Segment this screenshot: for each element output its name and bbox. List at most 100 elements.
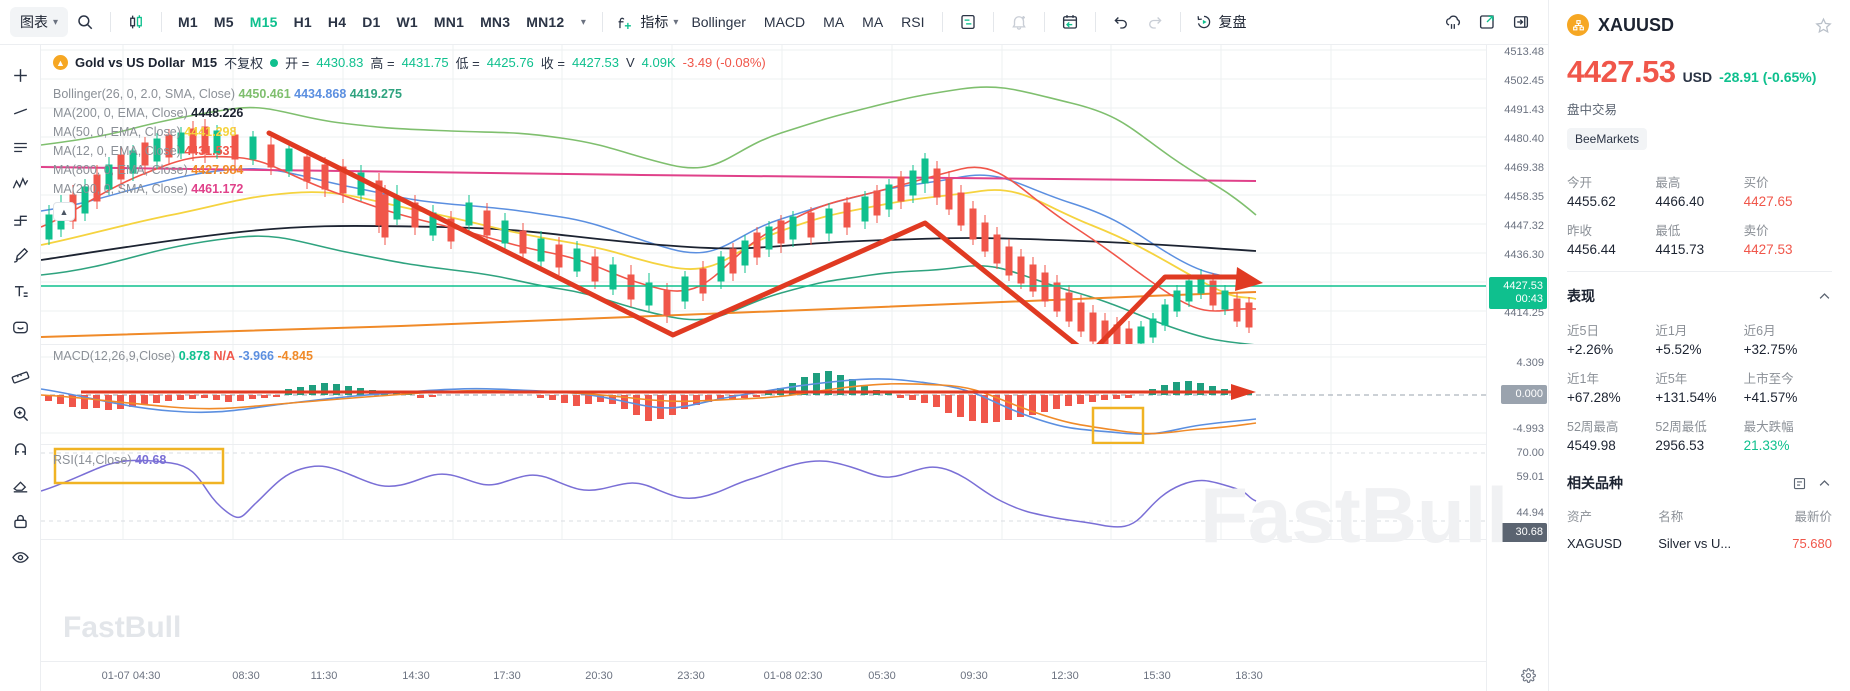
- timeframe-m1[interactable]: M1: [178, 14, 198, 30]
- low-key: 低 =: [455, 56, 480, 71]
- candlestick-icon[interactable]: [119, 7, 153, 37]
- divider: [1043, 12, 1045, 32]
- watermark-left: FastBull: [63, 611, 182, 644]
- legend-ma200-ema[interactable]: MA(200, 0, EMA, Close) 4448.226: [53, 106, 243, 120]
- rsi-pane[interactable]: RSI(14,Close) 40.68: [41, 445, 1548, 540]
- list-view-icon[interactable]: [1792, 476, 1807, 491]
- performance-collapse-chevron-up-icon[interactable]: [1817, 289, 1832, 304]
- symbol-ticker[interactable]: XAUUSD: [1598, 14, 1675, 35]
- symbol-name[interactable]: Gold vs US Dollar: [75, 55, 185, 70]
- timeframe-h4[interactable]: H4: [327, 14, 347, 30]
- indicator-chip-ma-1[interactable]: MA: [823, 14, 845, 30]
- smiley-icon[interactable]: [4, 311, 36, 343]
- legend-bollinger[interactable]: Bollinger(26, 0, 2.0, SMA, Close) 4450.4…: [53, 87, 402, 101]
- related-name: Silver vs U...: [1658, 536, 1732, 551]
- related-price: 75.680: [1792, 536, 1832, 551]
- indicator-chip-macd[interactable]: MACD: [763, 14, 806, 30]
- quote-key: 最低: [1655, 224, 1681, 238]
- quote-key: 昨收: [1567, 224, 1593, 238]
- favorite-star-icon[interactable]: [1815, 17, 1832, 34]
- alarm-icon[interactable]: [1002, 7, 1036, 37]
- legend-ma12-ema[interactable]: MA(12, 0, EMA, Close) 4431.537: [53, 144, 236, 158]
- redo-icon[interactable]: [1138, 7, 1172, 37]
- related-col-price: 最新价: [1794, 510, 1832, 524]
- search-icon[interactable]: [68, 7, 102, 37]
- macd-axis-label: -4.993: [1512, 423, 1544, 435]
- perf-value: +131.54%: [1655, 390, 1717, 405]
- wave-icon[interactable]: [4, 167, 36, 199]
- crosshair-plus-icon[interactable]: [4, 59, 36, 91]
- chart-canvas-region[interactable]: FastBull: [41, 45, 1548, 691]
- undo-icon[interactable]: [1104, 7, 1138, 37]
- indicator-chip-ma-2[interactable]: MA: [862, 14, 884, 30]
- indicators-button[interactable]: + 指标 ▾: [611, 12, 682, 33]
- header-timeframe: M15: [191, 55, 218, 70]
- legend-macd[interactable]: MACD(12,26,9,Close) 0.878 N/A -3.966 -4.…: [53, 349, 313, 363]
- table-row[interactable]: XAGUSD Silver vs U... 75.680: [1567, 536, 1832, 551]
- price-pane[interactable]: ▲ Gold vs US Dollar M15 不复权 开 = 4430.83 …: [41, 45, 1548, 345]
- open-value: 4430.83: [316, 55, 364, 70]
- collapse-legend-button[interactable]: ▲: [53, 202, 75, 221]
- ruler-icon[interactable]: [4, 361, 36, 393]
- time-axis[interactable]: 01-07 04:30 08:30 11:30 14:30 17:30 20:3…: [41, 661, 1486, 691]
- external-link-icon[interactable]: [1470, 7, 1504, 37]
- timeframe-w1[interactable]: W1: [396, 14, 418, 30]
- macd-pane[interactable]: MACD(12,26,9,Close) 0.878 N/A -3.966 -4.…: [41, 345, 1548, 445]
- chart-menu-button[interactable]: 图表 ▾: [10, 7, 69, 37]
- legend-ma50-ema[interactable]: MA(50, 0, EMA, Close) 4441.298: [53, 125, 236, 139]
- brush-icon[interactable]: [4, 239, 36, 271]
- related-col-name: 名称: [1658, 510, 1684, 524]
- quote-value: 4455.62: [1567, 194, 1616, 209]
- timeframe-d1[interactable]: D1: [362, 14, 381, 30]
- performance-section-header[interactable]: 表现: [1567, 286, 1832, 306]
- indicator-chip-rsi[interactable]: RSI: [901, 14, 925, 30]
- price-axis-label: 4436.30: [1504, 249, 1544, 261]
- indicator-chip-bollinger[interactable]: Bollinger: [691, 14, 746, 30]
- horizontal-lines-icon[interactable]: [4, 131, 36, 163]
- related-section-header[interactable]: 相关品种: [1567, 473, 1832, 493]
- eraser-icon[interactable]: [4, 469, 36, 501]
- replay-button[interactable]: 复盘: [1189, 12, 1253, 32]
- price-chart-svg: [41, 45, 1486, 344]
- chart-settings-gear-icon[interactable]: [1521, 668, 1536, 683]
- trend-line-icon[interactable]: [4, 95, 36, 127]
- quote-value: 4427.53: [1743, 242, 1793, 257]
- timeframe-mn3[interactable]: MN3: [480, 14, 511, 30]
- low-value: 4425.76: [486, 55, 534, 70]
- related-collapse-chevron-up-icon[interactable]: [1817, 476, 1832, 491]
- legend-rsi[interactable]: RSI(14,Close) 40.68: [53, 453, 166, 467]
- lock-icon[interactable]: [4, 505, 36, 537]
- magnet-icon[interactable]: [4, 433, 36, 465]
- related-table-header: 资产 名称 最新价: [1567, 506, 1832, 525]
- fib-icon[interactable]: [4, 203, 36, 235]
- legend-ma800-ema[interactable]: MA(800, 0, EMA, Close) 4427.984: [53, 163, 243, 177]
- macd-axis-label: 4.309: [1516, 357, 1544, 369]
- layout-icon[interactable]: [951, 7, 985, 37]
- candlesticks: [45, 119, 1253, 344]
- ema50-line: [41, 189, 1257, 300]
- magnifier-plus-icon[interactable]: [4, 397, 36, 429]
- text-icon[interactable]: [4, 275, 36, 307]
- timeframe-m5[interactable]: M5: [213, 14, 234, 30]
- eye-icon[interactable]: [4, 541, 36, 573]
- legend-ma200-ema-value: 4448.226: [191, 106, 244, 120]
- adjustment-label: 不复权: [224, 56, 264, 71]
- collapse-right-icon[interactable]: [1504, 7, 1538, 37]
- legend-ma200-sma[interactable]: MA(200, 0, SMA, Close) 4461.172: [53, 182, 243, 196]
- timeframe-mn1[interactable]: MN1: [433, 14, 465, 30]
- perf-value: 2956.53: [1655, 438, 1705, 453]
- drawing-tools-sidebar: [0, 45, 41, 691]
- price-axis[interactable]: 4513.48 4502.45 4491.43 4480.40 4469.38 …: [1486, 45, 1548, 691]
- related-asset: XAGUSD: [1567, 536, 1622, 551]
- quote-grid: 今开 最高 买价 4455.62 4466.40 4427.65 昨收 最低 卖…: [1567, 164, 1832, 257]
- legend-macd-dea: -4.845: [277, 349, 313, 363]
- current-price-badge-value: 4427.53: [1503, 280, 1543, 292]
- timeframe-h1[interactable]: H1: [293, 14, 312, 30]
- timeframe-m15[interactable]: M15: [249, 14, 278, 30]
- calendar-back-icon[interactable]: [1053, 7, 1087, 37]
- time-axis-label: 12:30: [1051, 670, 1079, 682]
- timeframe-more-chevron-down-icon[interactable]: ▾: [580, 16, 586, 28]
- broker-badge[interactable]: BeeMarkets: [1567, 128, 1648, 150]
- timeframe-mn12[interactable]: MN12: [526, 14, 565, 30]
- cloud-sync-icon[interactable]: [1436, 7, 1470, 37]
